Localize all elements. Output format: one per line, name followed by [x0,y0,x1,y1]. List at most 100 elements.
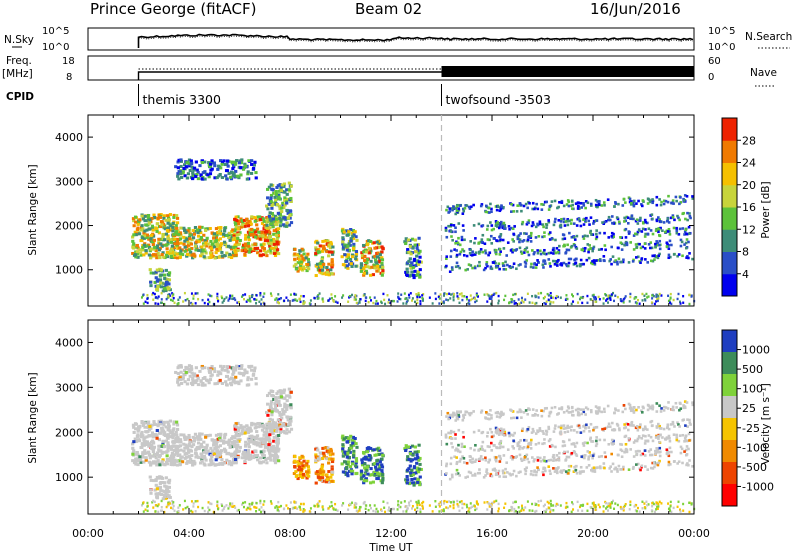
velocity-cell [211,450,214,453]
velocity-cell [244,441,247,444]
power-cell [490,235,493,238]
power-cell [228,253,231,256]
power-cell [650,229,653,232]
power-cell [622,258,625,261]
power-ytick-label: 1000 [55,264,83,277]
velocity-cell [216,374,219,377]
power-cell [355,239,358,242]
power-cell [565,294,567,296]
power-cell [223,230,226,233]
power-cell [518,303,520,305]
power-cell [586,259,589,262]
power-cell [634,233,637,236]
velocity-cell [170,448,173,451]
power-cell [445,265,448,268]
power-cell [257,231,260,234]
power-cell [294,263,297,266]
velocity-cell [185,438,188,441]
velocity-cell [556,413,559,416]
velocity-cell [418,468,421,471]
power-cell [377,302,379,304]
power-cell [160,302,162,304]
velocity-cell [366,450,369,453]
power-cell [544,262,547,265]
velocity-cell [165,451,168,454]
power-cell [481,238,484,241]
power-cell [153,246,156,249]
power-cell [277,212,280,215]
power-cell [521,252,524,255]
power-cell [536,223,539,226]
velocity-cell [244,431,247,434]
power-cell [184,292,186,294]
power-cell [322,263,325,266]
power-cell [577,301,579,303]
power-cell [448,293,450,295]
velocity-cell [539,427,542,430]
power-cell [646,296,648,298]
power-cell [231,295,233,297]
power-cell [503,227,506,230]
power-cell [511,238,514,241]
velocity-cell [173,444,176,447]
velocity-cell [276,449,279,452]
velocity-cell [629,448,632,451]
velocity-cell [156,493,159,496]
power-cell [203,255,206,258]
velocity-cell [346,452,349,455]
velocity-cell [179,433,182,436]
power-cell [552,249,555,252]
cpid-segment-label: themis 3300 [143,92,222,107]
power-cell [489,203,492,206]
power-cell [563,218,566,221]
velocity-cell [409,471,412,474]
power-cell [269,197,272,200]
cpid-label: CPID [6,91,34,103]
power-cell [422,299,424,301]
power-cell [583,223,586,226]
power-cell [382,293,384,295]
velocity-cell [288,388,291,391]
velocity-cell [161,440,164,443]
power-cell [445,209,448,212]
power-cell [641,257,644,260]
power-cell [225,296,227,298]
power-cell [415,293,417,295]
power-cell [551,237,554,240]
power-cell [275,234,278,237]
velocity-cell [179,444,182,447]
velocity-cell [236,381,239,384]
power-cell [549,205,552,208]
power-cell [167,295,169,297]
velocity-cell [216,382,219,385]
velocity-cell [255,382,258,385]
power-cell [509,266,512,269]
power-cell [556,247,559,250]
power-cell [163,277,166,280]
velocity-cell [554,424,557,427]
power-cell [252,167,255,170]
power-cell [656,204,659,207]
power-cell [466,296,468,298]
power-cell [250,228,253,231]
power-cell [638,219,641,222]
power-cell [506,264,509,267]
velocity-cell [582,470,585,473]
power-cell [381,247,384,250]
power-cell [373,247,376,250]
power-cell [679,196,682,199]
velocity-cell [157,445,160,448]
power-cell [232,246,235,249]
velocity-cell [667,407,670,410]
velocity-cell [235,461,238,464]
velocity-cell [172,429,175,432]
power-cell [271,295,273,297]
power-cell [209,254,212,257]
velocity-cell [211,373,214,376]
power-cell [405,302,407,304]
velocity-cell [175,437,178,440]
velocity-cell [580,413,583,416]
velocity-cell [660,407,663,410]
power-cell [567,224,570,227]
velocity-cell [366,473,369,476]
